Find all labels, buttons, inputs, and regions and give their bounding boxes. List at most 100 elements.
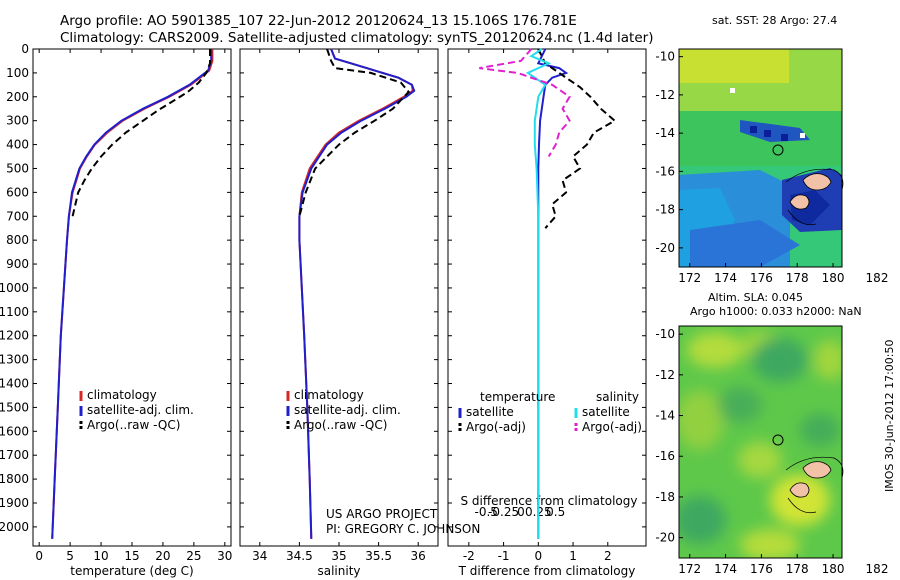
x-tick-label: 5	[66, 549, 74, 563]
x-tick-label: -2	[463, 549, 475, 563]
series-salinity-satellite	[525, 48, 552, 539]
map-y-tick-label: -12	[655, 368, 675, 382]
legend-label: satellite-adj. clim.	[294, 403, 401, 417]
x-tick-label: 34.5	[286, 549, 313, 563]
sla-map-subtitle: Argo h1000: 0.033 h2000: NaN	[690, 305, 862, 318]
series-argo-raw-qc-	[71, 49, 211, 217]
sla-map-axes: 172 174 176 178 180 182 -10 -12 -14 -16 -18 -20	[655, 327, 888, 576]
y-tick-label: 1700	[0, 448, 29, 462]
map-y-tick-label: -20	[655, 241, 675, 255]
series-satellite-adj-clim-	[51, 49, 213, 539]
map-x-tick-label: 176	[750, 271, 773, 285]
y-tick-label: 1100	[0, 305, 29, 319]
sst-map-axes: 172 174 176 178 180 182 -10 -12 -14 -16 -18 -20	[655, 50, 888, 285]
x-tick-label: -1	[498, 549, 510, 563]
y-tick-label: 900	[6, 257, 29, 271]
y-tick-label: 0	[21, 42, 29, 56]
legend-label: satellite	[466, 405, 514, 419]
legend-label: temperature	[480, 390, 555, 404]
legend-label: Argo(-adj)	[582, 420, 642, 434]
figure-title-line2: Climatology: CARS2009. Satellite-adjuste…	[60, 30, 654, 46]
sla-map-title: Altim. SLA: 0.045	[708, 291, 804, 304]
map-y-tick-label: -18	[655, 490, 675, 504]
legend-label: Argo(..raw -QC)	[87, 418, 180, 432]
x-tick-label: 20	[155, 549, 170, 563]
plot-frame	[447, 48, 647, 547]
y-tick-label: 1300	[0, 353, 29, 367]
y-tick-label: 800	[6, 233, 29, 247]
x-tick-label: 10	[93, 549, 108, 563]
map-x-tick-label: 180	[822, 562, 845, 576]
chart-salinity: 34 34.5 35 35.5 36 salinity climatologysatelli…	[239, 48, 439, 578]
sla-map	[678, 325, 844, 559]
x2-axis-label: S difference from climatology	[461, 494, 638, 508]
x-tick-label: 0	[35, 549, 43, 563]
y-tick-label: 200	[6, 90, 29, 104]
x2-tick-label: 0	[517, 505, 525, 519]
x-axis-label: temperature (deg C)	[70, 564, 193, 578]
x-tick-label: 34	[252, 549, 267, 563]
x-tick-label: 15	[124, 549, 139, 563]
map-axes: 172 174 176 178 180 182 -10 -12 -14 -16 -18 -20 172 1…	[655, 50, 888, 576]
map-y-tick-label: -14	[655, 409, 675, 423]
legend-label: salinity	[596, 390, 639, 404]
series-argo-adj-	[537, 48, 617, 229]
series-salinity-argo-adj-	[479, 48, 571, 158]
y-tick-label: 700	[6, 209, 29, 223]
legend-label: satellite	[582, 405, 630, 419]
x2-tick-label: -0.5	[474, 505, 497, 519]
sst-map-title: sat. SST: 28 Argo: 27.4	[712, 14, 838, 27]
x2-tick-label: 0.5	[546, 505, 565, 519]
x-axis-label: salinity	[317, 564, 360, 578]
map-x-tick-label: 174	[714, 271, 737, 285]
y-tick-label: 1600	[0, 424, 29, 438]
plot-frame	[239, 48, 439, 547]
chart-temperature: 0 5 10 15 20 25 30 temperature (deg C) 0 100 200 30…	[0, 42, 232, 578]
y-tick-label: 1200	[0, 329, 29, 343]
legend-label: climatology	[87, 388, 157, 402]
map-x-tick-label: 178	[786, 562, 809, 576]
y-tick-label: 500	[6, 161, 29, 175]
plot-frame	[32, 48, 232, 547]
legend-label: satellite-adj. clim.	[87, 403, 194, 417]
credit-line1: US ARGO PROJECT	[326, 507, 438, 521]
x-tick-label: 0	[534, 549, 542, 563]
y-tick-label: 100	[6, 66, 29, 80]
legend-label: Argo(-adj)	[466, 420, 526, 434]
map-y-tick-label: -16	[655, 164, 675, 178]
map-x-tick-label: 172	[678, 562, 701, 576]
y-tick-label: 1000	[0, 281, 29, 295]
y-tick-label: 600	[6, 185, 29, 199]
series-argo-raw-qc-	[298, 48, 411, 217]
y-tick-label: 300	[6, 114, 29, 128]
x-tick-label: 35	[331, 549, 346, 563]
map-y-tick-label: -16	[655, 449, 675, 463]
map-y-tick-label: -14	[655, 126, 675, 140]
credit-line2: PI: GREGORY C. JOHNSON	[326, 522, 481, 536]
figure-title-line1: Argo profile: AO 5901385_107 22-Jun-2012…	[60, 13, 577, 29]
y-tick-label: 400	[6, 138, 29, 152]
x2-tick-label: -0.25	[488, 505, 519, 519]
map-x-tick-label: 174	[714, 562, 737, 576]
x-tick-label: 30	[217, 549, 232, 563]
legend-label: climatology	[294, 388, 364, 402]
x-tick-label: 25	[186, 549, 201, 563]
map-x-tick-label: 176	[750, 562, 773, 576]
series-satellite-adj-clim-	[298, 48, 416, 539]
y-tick-label: 2000	[0, 520, 29, 534]
map-y-tick-label: -10	[655, 327, 675, 341]
y-tick-label: 1400	[0, 377, 29, 391]
x-tick-label: 2	[604, 549, 612, 563]
sst-map	[678, 48, 844, 268]
map-x-tick-label: 182	[866, 271, 889, 285]
map-y-tick-label: -12	[655, 88, 675, 102]
x-tick-label: 35.5	[365, 549, 392, 563]
map-x-tick-label: 172	[678, 271, 701, 285]
map-y-tick-label: -18	[655, 203, 675, 217]
footer-timestamp: IMOS 30-Jun-2012 17:00:50	[883, 339, 896, 492]
x-tick-label: 36	[411, 549, 426, 563]
y-tick-label: 1800	[0, 472, 29, 486]
map-y-tick-label: -10	[655, 50, 675, 64]
